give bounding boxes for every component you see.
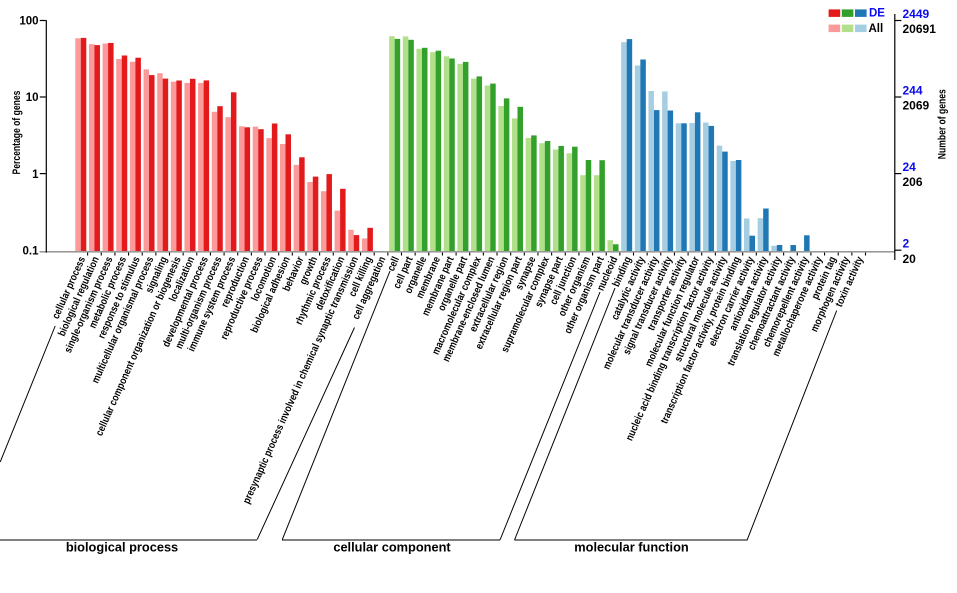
svg-text:Percentage of genes: Percentage of genes xyxy=(11,90,23,174)
svg-text:cell: cell xyxy=(385,255,402,274)
svg-text:Number of genes: Number of genes xyxy=(937,89,949,159)
svg-text:24: 24 xyxy=(903,160,917,174)
svg-text:100: 100 xyxy=(19,16,38,28)
svg-text:2069: 2069 xyxy=(903,99,930,113)
svg-text:0.1: 0.1 xyxy=(23,245,40,257)
svg-text:All: All xyxy=(869,23,884,35)
svg-text:20: 20 xyxy=(903,252,917,266)
svg-text:biological process: biological process xyxy=(66,540,178,555)
svg-text:molecular function: molecular function xyxy=(574,540,689,555)
svg-text:244: 244 xyxy=(903,83,923,97)
svg-text:cellular component: cellular component xyxy=(333,540,451,555)
svg-text:2: 2 xyxy=(903,237,910,251)
svg-text:2449: 2449 xyxy=(903,7,930,21)
svg-text:1: 1 xyxy=(32,169,39,181)
svg-text:10: 10 xyxy=(26,92,39,104)
svg-text:206: 206 xyxy=(903,175,923,189)
svg-text:20691: 20691 xyxy=(903,22,937,36)
svg-text:DE: DE xyxy=(869,8,885,20)
